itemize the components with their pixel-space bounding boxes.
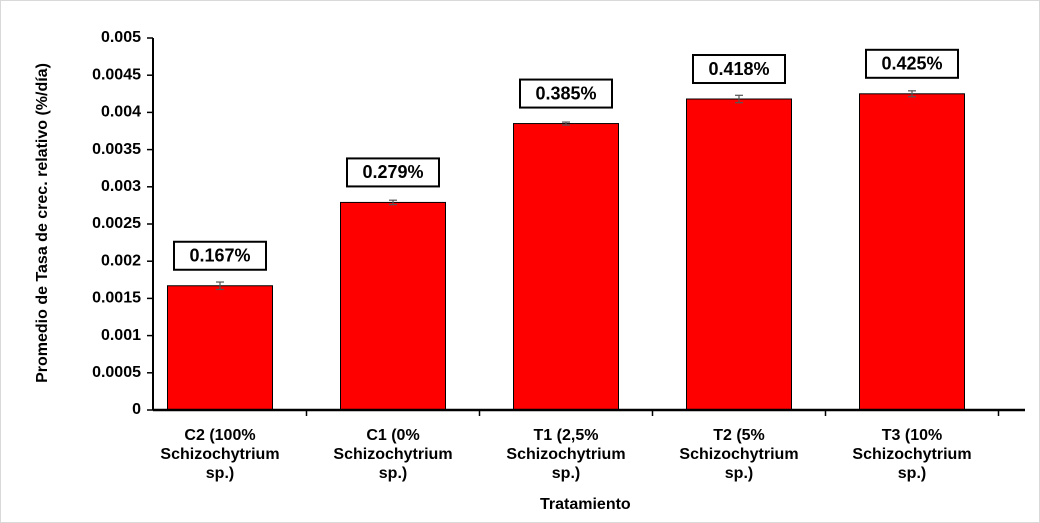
y-tick-label: 0.005 (101, 29, 141, 46)
y-tick-label: 0.0045 (92, 66, 141, 83)
value-label-box (865, 48, 959, 79)
y-tick-label: 0.001 (101, 327, 141, 344)
x-tick-label: T2 (5% Schizochytrium sp.) (679, 427, 799, 482)
value-label: 0.167% (189, 246, 250, 266)
value-label: 0.279% (362, 162, 423, 182)
bar (340, 201, 446, 411)
y-tick-label: 0.0005 (92, 364, 141, 381)
x-tick-label: C2 (100% Schizochytrium sp.) (160, 427, 280, 482)
bar (513, 123, 619, 411)
value-label-box (519, 78, 613, 109)
y-tick-label: 0.003 (101, 178, 141, 195)
value-label-box (692, 54, 786, 85)
bar (167, 285, 273, 411)
y-axis-title: Promedio de Tasa de crec. relativo (%/dí… (34, 63, 51, 383)
bar (686, 98, 792, 411)
x-tick-label: C1 (0% Schizochytrium sp.) (333, 427, 453, 482)
bar (859, 93, 965, 411)
value-label: 0.385% (535, 83, 596, 103)
y-tick-label: 0 (132, 401, 141, 418)
x-tick-label: T3 (10% Schizochytrium sp.) (852, 427, 972, 482)
y-tick-label: 0.0035 (92, 141, 141, 158)
value-label: 0.418% (708, 59, 769, 79)
y-tick-label: 0.004 (101, 104, 141, 121)
value-label: 0.425% (881, 54, 942, 74)
y-tick-label: 0.0015 (92, 290, 141, 307)
y-tick-label: 0.002 (101, 252, 141, 269)
value-label-box (173, 240, 267, 271)
x-axis-title: Tratamiento (540, 496, 631, 513)
y-tick-label: 0.0025 (92, 215, 141, 232)
x-tick-label: T1 (2,5% Schizochytrium sp.) (506, 427, 626, 482)
value-label-box (346, 157, 440, 188)
